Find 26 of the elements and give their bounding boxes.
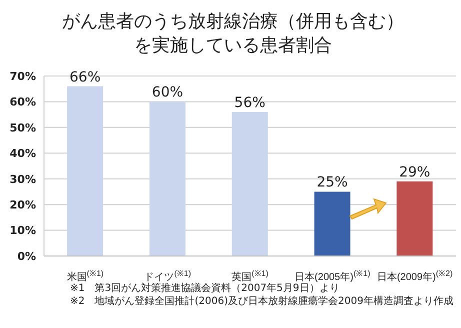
- bar: [67, 86, 104, 256]
- text: ※2 地域がん登録全国推計(2006)及び日本放射線腫瘍学会2009年構造調査より作成: [70, 295, 454, 308]
- data-label: 56%: [234, 95, 266, 111]
- x-tick-label: 日本(2009年)$^{(※2)}$: [376, 268, 453, 283]
- data-label: 29%: [399, 164, 430, 180]
- chart-title: がん患者のうち放射線治療（併用も含む）を実施している患者割合: [61, 10, 405, 58]
- y-tick-label: 70%: [10, 70, 36, 83]
- bar: [149, 102, 186, 256]
- data-label: 60%: [152, 84, 184, 101]
- y-tick-label: 0%: [17, 250, 36, 263]
- text: ※1 第3回がん対策推進協議会資料（2007年5月9日）より: [70, 282, 340, 295]
- y-tick-label: 50%: [10, 121, 36, 134]
- y-tick-label: 40%: [10, 147, 36, 160]
- y-tick-label: 10%: [10, 224, 36, 238]
- bar: [396, 181, 433, 256]
- x-tick-label: 日本(2005年)$^{(※1)}$: [294, 268, 371, 283]
- data-label: 66%: [70, 69, 101, 86]
- y-tick-label: 20%: [10, 198, 36, 212]
- y-tick-label: 60%: [10, 96, 36, 109]
- x-tick-label: 米国$^{(※1)}$: [66, 268, 104, 283]
- x-tick-label: ドイツ$^{(※1)}$: [144, 268, 192, 283]
- data-label: 25%: [316, 174, 348, 191]
- y-tick-label: 30%: [10, 172, 36, 186]
- bar: [232, 112, 268, 256]
- x-tick-label: 英国$^{(※1)}$: [232, 268, 269, 283]
- bar: [314, 192, 350, 256]
